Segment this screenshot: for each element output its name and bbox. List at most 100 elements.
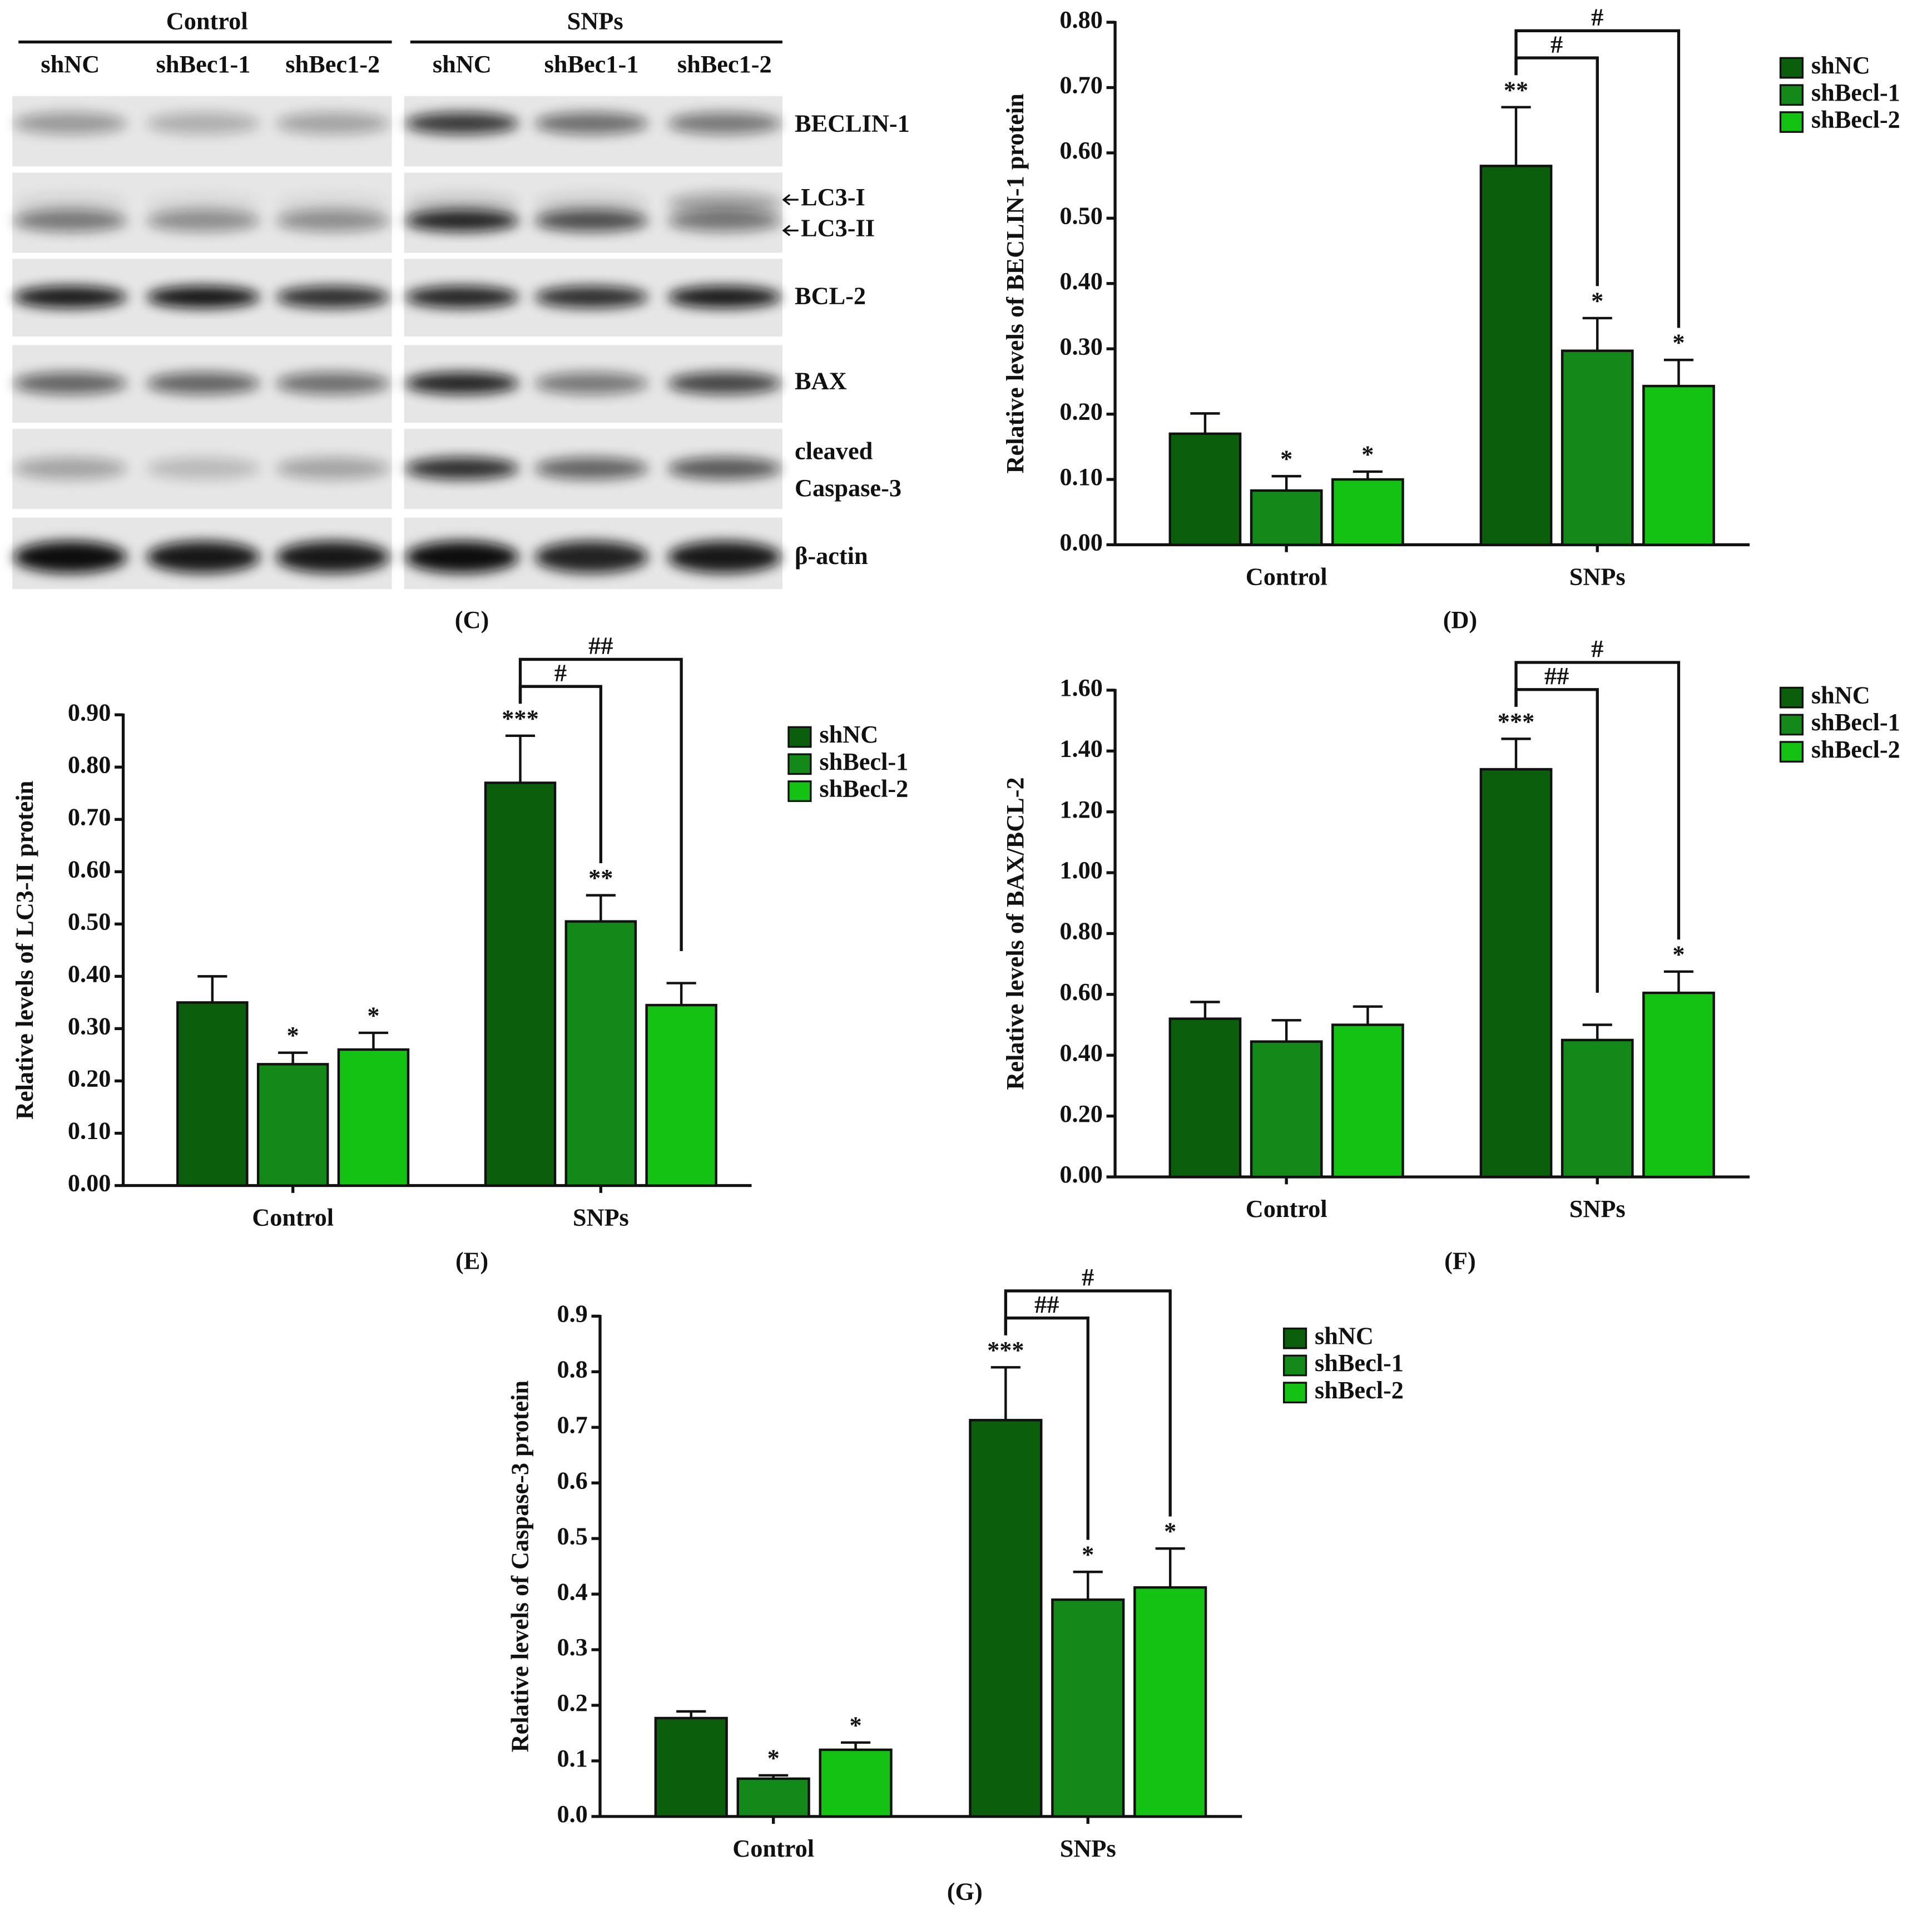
significance-star: *	[1280, 446, 1292, 473]
bracket-label: ##	[1544, 662, 1569, 690]
blot-band	[405, 372, 519, 395]
bar	[1331, 478, 1404, 546]
y-tick-label: 1.40	[1059, 735, 1103, 762]
lane-label: shBec1-1	[156, 51, 251, 78]
panel-label: (G)	[947, 1878, 983, 1906]
bar	[1479, 165, 1553, 546]
panel-label: (E)	[455, 1247, 488, 1274]
error-bar	[278, 1051, 308, 1065]
legend-swatch	[787, 726, 812, 748]
significance-star: ***	[987, 1337, 1024, 1364]
blot-row-label: cleaved	[795, 438, 873, 465]
legend-swatch	[1282, 1382, 1307, 1404]
y-tick-label: 0.4	[557, 1578, 587, 1605]
blot-band	[405, 286, 519, 309]
lane-label: shBec1-1	[544, 51, 639, 78]
y-tick-label: 0.00	[68, 1170, 111, 1197]
legend-label: shBecl-1	[1811, 79, 1900, 106]
bar	[736, 1777, 810, 1818]
error-bar	[1190, 412, 1220, 434]
blot-band	[146, 209, 260, 232]
blot-band	[146, 457, 260, 479]
blot-band	[276, 541, 390, 573]
lane-label: shNC	[41, 51, 100, 78]
significance-star: *	[1082, 1541, 1094, 1568]
y-tick-label: 0.7	[557, 1411, 587, 1438]
error-bar	[1073, 1570, 1103, 1600]
significance-bracket	[1514, 29, 1681, 328]
bar	[564, 920, 637, 1187]
blot-band	[13, 457, 127, 479]
significance-star: **	[588, 864, 613, 892]
error-bar	[759, 1774, 789, 1779]
error-bar	[840, 1741, 871, 1750]
error-bar	[1501, 106, 1531, 166]
significance-star: ***	[1498, 708, 1534, 735]
error-bar	[676, 1710, 706, 1718]
y-tick-label: 0.50	[68, 908, 111, 935]
bracket-label: ##	[588, 632, 613, 660]
y-tick-label: 0.40	[1059, 1039, 1103, 1066]
y-axis-label: Relative levels of Caspase-3 protein	[507, 1380, 534, 1752]
significance-star: *	[367, 1002, 379, 1030]
bracket-label: ##	[1034, 1291, 1059, 1318]
y-tick-label: 0.40	[68, 961, 111, 988]
y-tick-label: 0.0	[557, 1800, 587, 1828]
panel-label: (F)	[1444, 1247, 1476, 1274]
blot-band	[534, 286, 648, 309]
y-tick-label: 0.8	[557, 1355, 587, 1383]
y-tick-label: 0.6	[557, 1467, 587, 1494]
y-tick-label: 0.00	[1059, 529, 1103, 556]
legend-label: shBecl-2	[1811, 106, 1900, 133]
x-tick-label: SNPs	[1060, 1835, 1116, 1862]
blot-band	[534, 457, 648, 479]
blot-band	[276, 112, 390, 135]
x-tick-label: SNPs	[1569, 1195, 1626, 1223]
bar	[1642, 991, 1715, 1179]
error-bar	[1353, 1005, 1383, 1025]
bracket-label: #	[554, 659, 567, 686]
blot-band	[534, 541, 648, 573]
blot-band	[667, 372, 781, 395]
blot-band	[405, 192, 519, 215]
lane-label: shBec1-2	[285, 51, 380, 78]
significance-star: *	[1672, 329, 1685, 357]
error-bar	[505, 734, 536, 783]
legend-label: shNC	[1811, 52, 1870, 79]
y-tick-label: 1.60	[1059, 674, 1103, 701]
error-bar	[1663, 970, 1694, 993]
y-tick-label: 0.60	[1059, 978, 1103, 1006]
bar	[1168, 432, 1242, 546]
bar	[1479, 768, 1553, 1179]
lane-label: shBec1-2	[677, 51, 772, 78]
blot-band	[13, 209, 127, 232]
blot-band	[276, 372, 390, 395]
significance-star: *	[1361, 441, 1374, 468]
y-tick-label: 0.40	[1059, 268, 1103, 295]
legend-swatch	[1282, 1354, 1307, 1377]
y-tick-label: 0.80	[1059, 918, 1103, 945]
bar	[645, 1003, 717, 1187]
arrow	[782, 194, 799, 206]
blot-group: SNPs	[567, 7, 623, 34]
arrow	[782, 225, 799, 236]
blot-band	[534, 372, 648, 395]
blot-band	[146, 112, 260, 135]
significance-star: *	[1164, 1518, 1176, 1545]
blot-band	[13, 372, 127, 395]
bar	[256, 1063, 329, 1187]
blot-band	[405, 112, 519, 135]
legend-swatch	[1282, 1327, 1307, 1349]
error-bar	[1501, 738, 1531, 770]
bracket-label: #	[1591, 635, 1603, 662]
legend-label: shNC	[819, 721, 878, 748]
y-tick-label: 0.20	[1059, 1100, 1103, 1127]
legend-label: shNC	[1315, 1322, 1374, 1349]
y-tick-label: 0.60	[1059, 137, 1103, 164]
legend-label: shBecl-1	[1811, 709, 1900, 736]
blot-row-label: BAX	[795, 367, 847, 394]
blot-band	[667, 541, 781, 573]
y-axis-label: Relative levels of LC3-II protein	[11, 781, 38, 1120]
blot-band	[276, 209, 390, 232]
y-tick-label: 0.3	[557, 1634, 587, 1661]
